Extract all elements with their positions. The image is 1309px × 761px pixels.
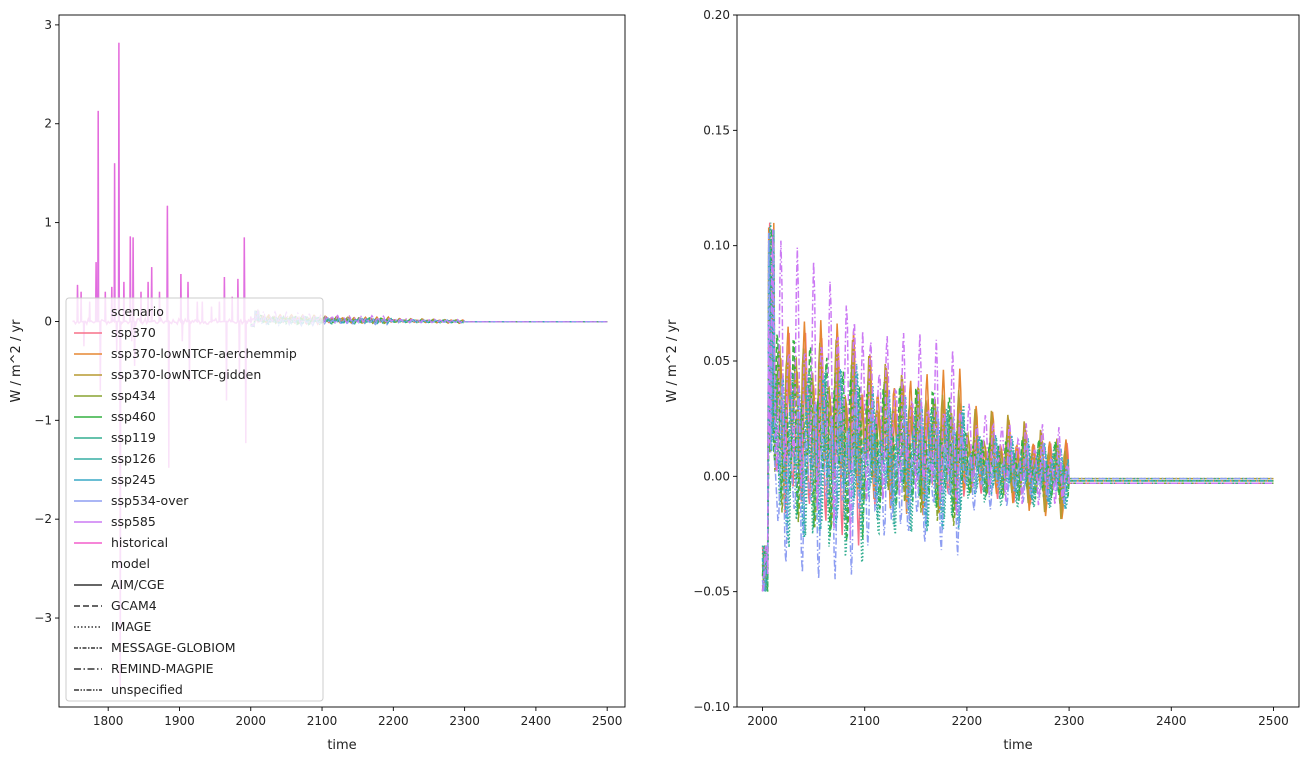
y-tick-label: 2	[44, 117, 52, 131]
legend-label-historical: historical	[111, 535, 168, 550]
left-x-axis-label: time	[327, 738, 356, 753]
legend-label-ssp126: ssp126	[111, 451, 156, 466]
x-tick-label: 2000	[235, 714, 266, 728]
x-tick-label: 1800	[93, 714, 124, 728]
x-tick-label: 1900	[164, 714, 195, 728]
y-tick-label: −0.05	[693, 585, 730, 599]
legend-section-title: scenario	[111, 304, 164, 319]
y-tick-label: 0.00	[703, 469, 730, 483]
left-y-axis-label: W / m^2 / yr	[9, 319, 24, 403]
legend-section-title: model	[111, 556, 150, 571]
series-line-ssp245	[761, 229, 1274, 592]
x-tick-label: 2200	[378, 714, 409, 728]
right-x-axis-label: time	[1003, 738, 1032, 753]
left-axes-frame	[58, 14, 626, 708]
legend-label-ssp585: ssp585	[111, 514, 156, 529]
series-line-ssp460	[761, 228, 1274, 592]
x-tick-label: 2000	[747, 714, 778, 728]
legend-label-message-globiom: MESSAGE-GLOBIOM	[111, 640, 236, 655]
y-tick-label: 3	[44, 18, 52, 32]
right-x-ticks: 2000 2100 2200 2300 2400 2500	[747, 707, 1289, 728]
x-tick-label: 2300	[1054, 714, 1085, 728]
left-y-ticks: −3 −2 −1 0 1 2 3	[34, 18, 59, 625]
y-tick-label: 0.15	[703, 123, 730, 137]
series-line-ssp434	[761, 244, 1274, 592]
x-tick-label: 2400	[1156, 714, 1187, 728]
x-tick-label: 2100	[849, 714, 880, 728]
y-tick-label: −1	[34, 413, 52, 427]
legend-label-image: IMAGE	[111, 619, 151, 634]
legend-box	[65, 297, 324, 702]
legend-label-ssp370-lowntcf-gidden: ssp370-lowNTCF-gidden	[111, 367, 261, 382]
y-tick-label: 1	[44, 216, 52, 230]
right-subplot: 2000 2100 2200 2300 2400 2500 −0.10 −0.05 0.00 0…	[665, 8, 1300, 753]
x-tick-label: 2200	[952, 714, 983, 728]
x-tick-label: 2100	[307, 714, 338, 728]
legend-label-unspecified: unspecified	[111, 682, 183, 697]
series-line-ssp119	[761, 222, 1274, 592]
legend-label-ssp119: ssp119	[111, 430, 156, 445]
y-tick-label: 0	[44, 314, 52, 328]
legend-label-ssp370: ssp370	[111, 325, 156, 340]
x-tick-label: 2500	[1258, 714, 1289, 728]
legend-label-ssp534-over: ssp534-over	[111, 493, 189, 508]
legend-label-remind-magpie: REMIND-MAGPIE	[111, 661, 214, 676]
legend-label-aim-cge: AIM/CGE	[111, 577, 165, 592]
x-tick-label: 2300	[449, 714, 480, 728]
y-tick-label: −0.10	[693, 700, 730, 714]
y-tick-label: −3	[34, 611, 52, 625]
legend-label-ssp434: ssp434	[111, 388, 156, 403]
x-tick-label: 2500	[592, 714, 623, 728]
left-subplot: 1800 1900 2000 2100 2200 2300 2400 2500 −3 −2 −1 0…	[9, 14, 626, 753]
y-tick-label: 0.05	[703, 354, 730, 368]
y-tick-label: 0.20	[703, 8, 730, 22]
series-line-ssp585	[761, 229, 1274, 592]
right-plot-data	[761, 222, 1274, 592]
y-tick-label: −2	[34, 512, 52, 526]
legend-label-ssp370-lowntcf-aerchemmip: ssp370-lowNTCF-aerchemmip	[111, 346, 297, 361]
right-y-ticks: −0.10 −0.05 0.00 0.05 0.10 0.15 0.20	[693, 8, 737, 714]
y-tick-label: 0.10	[703, 239, 730, 253]
series-line-ssp534-over	[761, 232, 1274, 592]
right-y-axis-label: W / m^2 / yr	[665, 319, 680, 403]
legend-label-ssp245: ssp245	[111, 472, 156, 487]
legend-label-gcam4: GCAM4	[111, 598, 157, 613]
legend: scenario ssp370 ssp370-lowNTCF-aerchemmip s…	[65, 297, 324, 702]
legend-label-ssp460: ssp460	[111, 409, 156, 424]
left-x-ticks: 1800 1900 2000 2100 2200 2300 2400 2500	[93, 707, 623, 728]
x-tick-label: 2400	[521, 714, 552, 728]
legend-items: scenario ssp370 ssp370-lowNTCF-aerchemmip s…	[74, 304, 297, 697]
